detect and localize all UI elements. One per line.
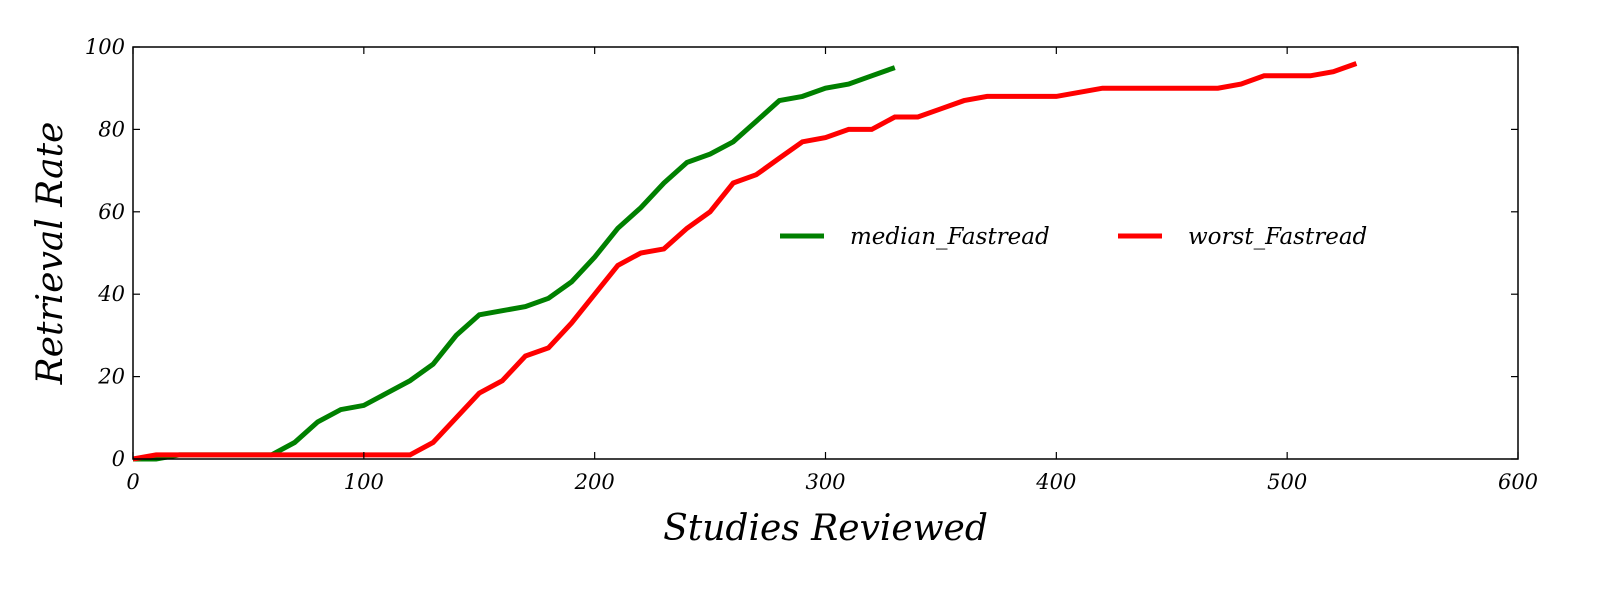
y-tick-label: 100 bbox=[85, 35, 125, 59]
y-axis-label: Retrieval Rate bbox=[30, 122, 71, 386]
y-tick-label: 40 bbox=[97, 282, 125, 306]
y-tick-label: 60 bbox=[98, 200, 125, 224]
series-line-worst_Fastread bbox=[132, 61, 1358, 462]
x-tick-label: 400 bbox=[1035, 470, 1076, 494]
y-tick-label: 20 bbox=[97, 365, 125, 389]
legend: median_Fastread worst_Fastread bbox=[780, 224, 1367, 250]
x-tick-label: 200 bbox=[574, 470, 615, 494]
x-tick-label: 0 bbox=[126, 470, 139, 494]
x-tick-label: 500 bbox=[1267, 470, 1307, 494]
legend-label-worst_Fastread: worst_Fastread bbox=[1188, 224, 1367, 250]
x-tick-label: 600 bbox=[1498, 470, 1538, 494]
series-line-median_Fastread bbox=[133, 65, 896, 462]
axes-layer: 0 100 200 300 400 500 600 0 20 40 60 80 100 bbox=[85, 35, 1538, 494]
legend-label-median_Fastread: median_Fastread bbox=[850, 224, 1050, 250]
x-axis-label: Studies Reviewed bbox=[663, 508, 988, 549]
x-tick-label: 100 bbox=[344, 470, 384, 494]
y-tick-label: 80 bbox=[98, 117, 125, 141]
y-tick-label: 0 bbox=[112, 447, 125, 471]
series-layer bbox=[132, 61, 1358, 462]
plot-frame bbox=[132, 46, 1519, 460]
x-tick-label: 300 bbox=[805, 470, 845, 494]
